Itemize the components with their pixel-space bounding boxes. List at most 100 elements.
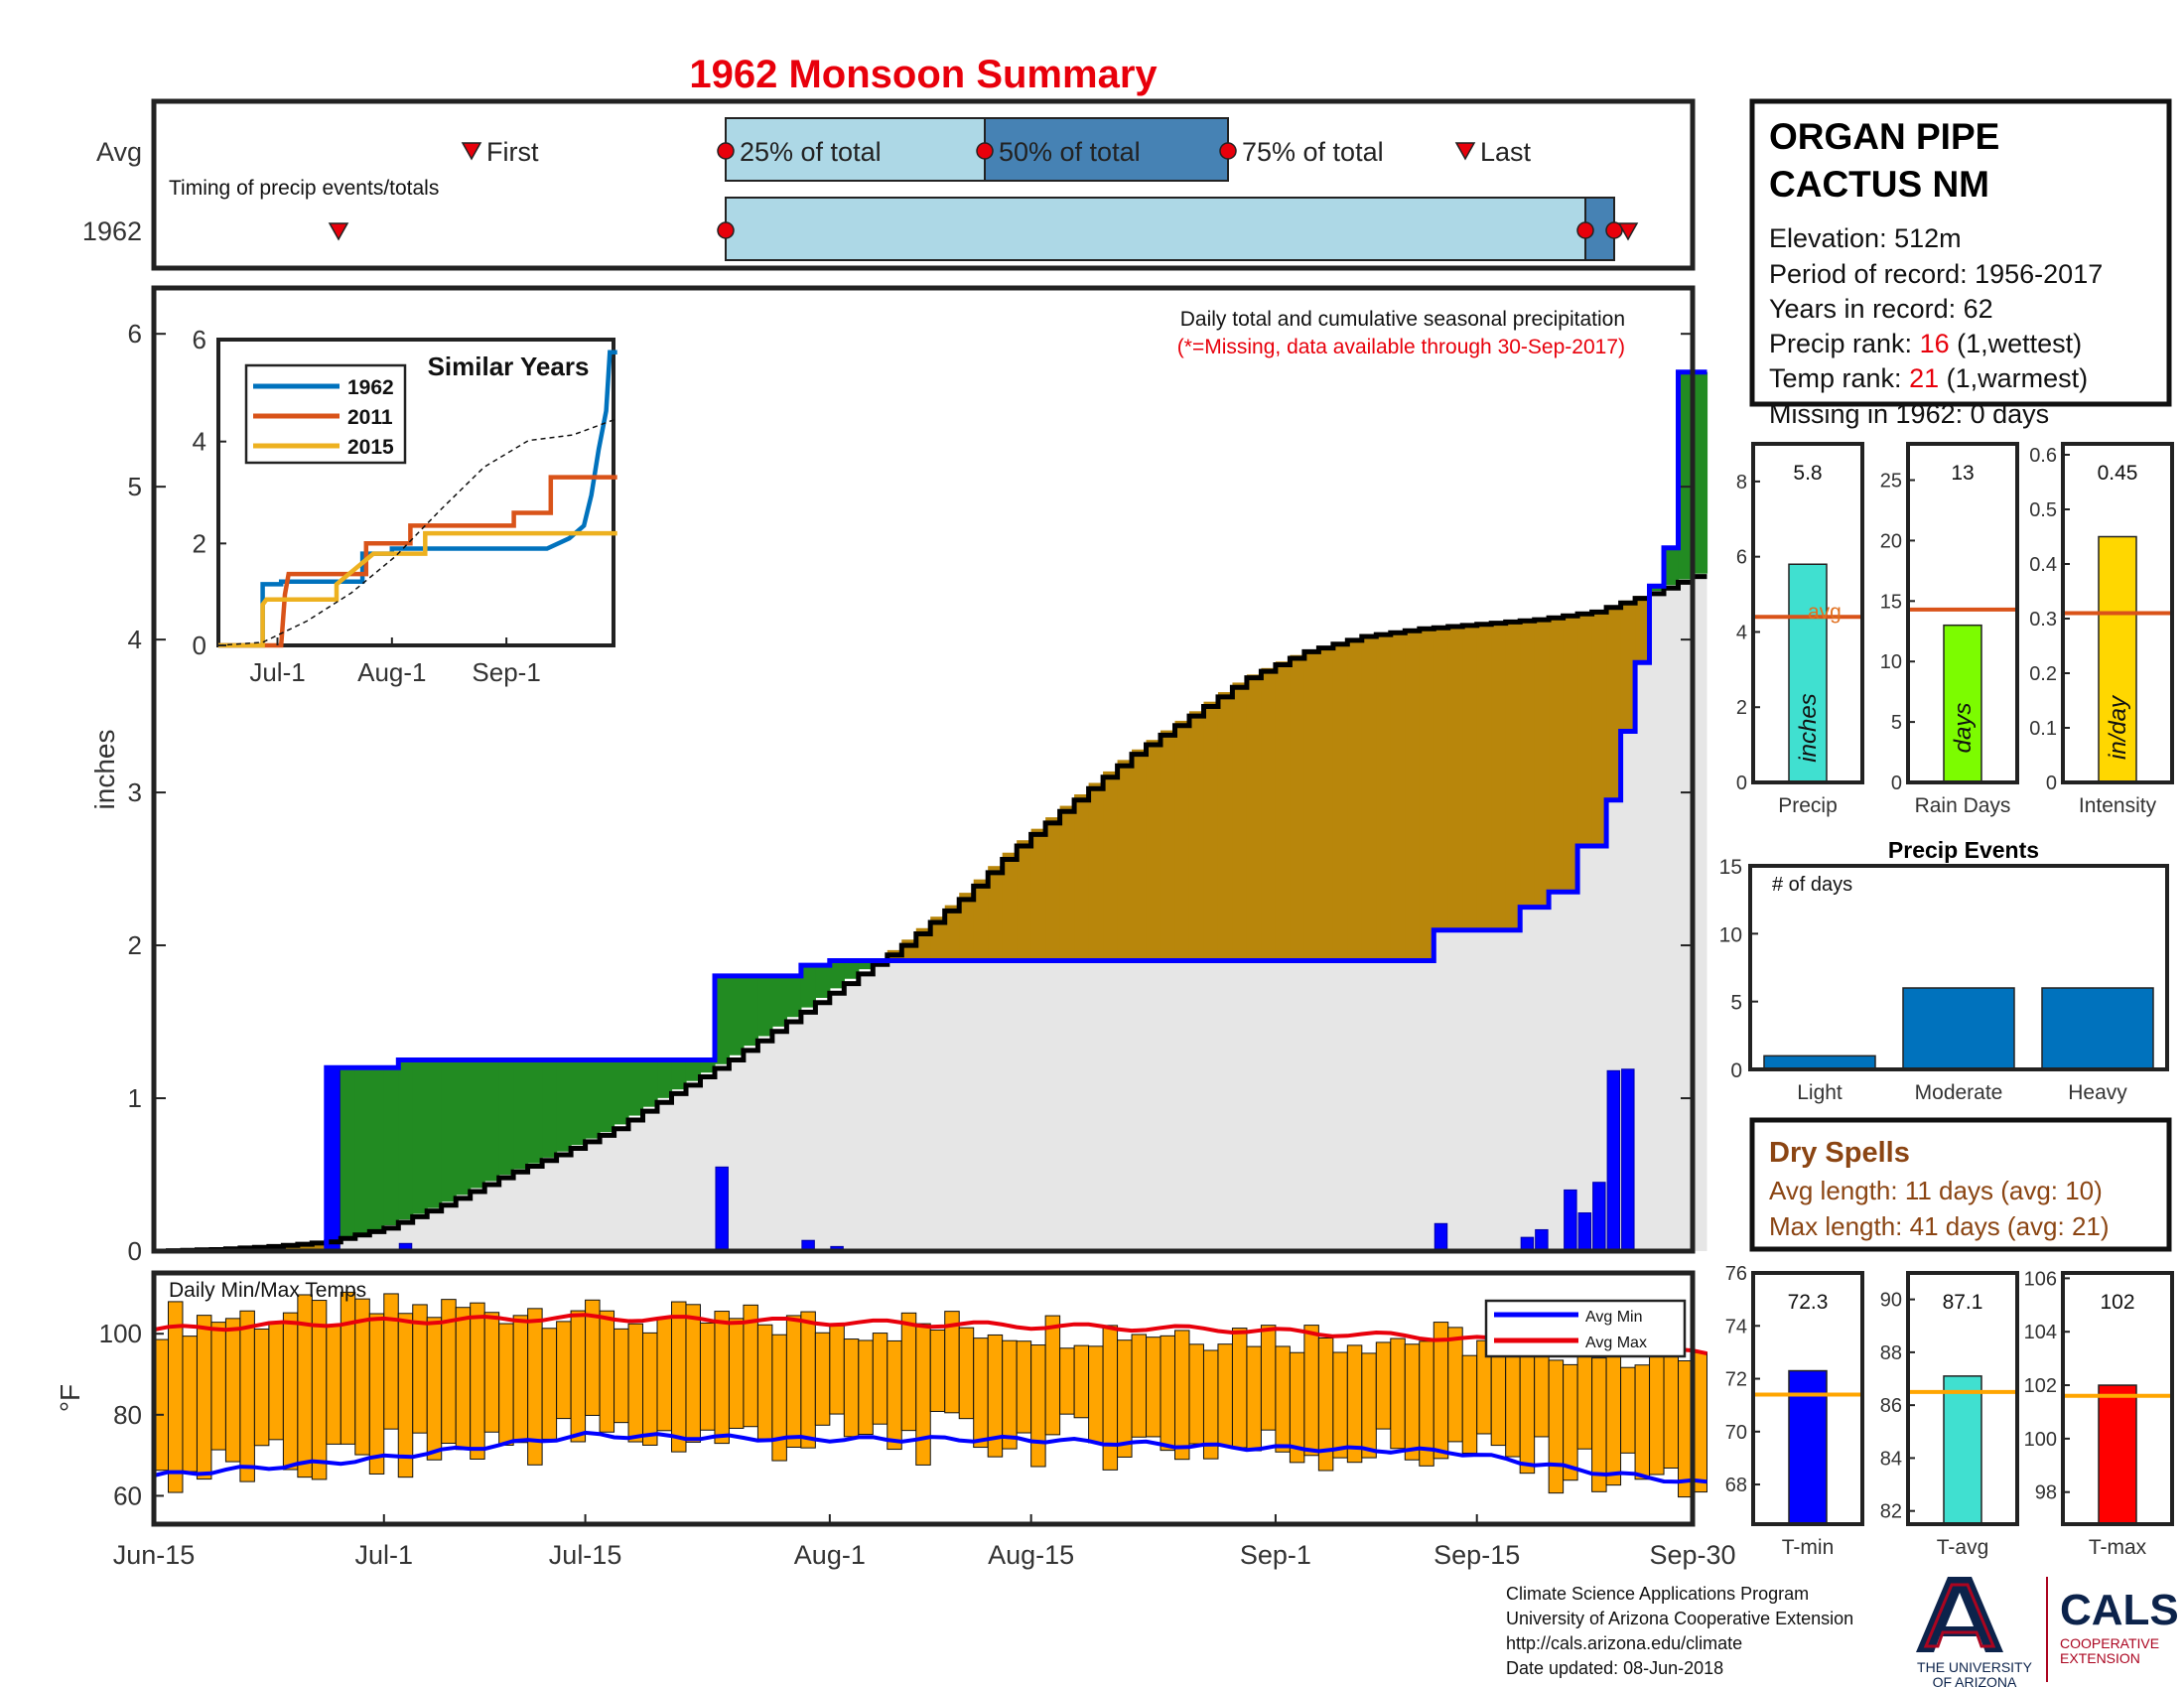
departure-bar	[858, 960, 874, 970]
daily-temp-bar	[1620, 1366, 1636, 1454]
legend-label-2015: 2015	[347, 436, 394, 459]
daily-temp-bar	[541, 1328, 558, 1440]
departure-bar	[614, 1059, 629, 1125]
rain-days-chart-frame	[1906, 442, 2019, 784]
precip-chart-y-tick-label: 8	[1736, 472, 1747, 493]
departure-areas	[182, 371, 1708, 1251]
station-elevation: Elevation: 512m	[1769, 223, 1962, 253]
departure-bar	[1203, 701, 1219, 961]
temps-title: Daily Min/Max Temps	[169, 1279, 366, 1302]
intensity-chart-y-tick-label: 0	[2046, 773, 2057, 794]
departure-bar	[1405, 630, 1421, 961]
departure-bar	[312, 1242, 328, 1251]
daily-temp-bar	[843, 1338, 860, 1438]
main-note-missing: (*=Missing, data available through 30-Se…	[1177, 336, 1625, 358]
daily-temp-bar	[1461, 1354, 1478, 1455]
daily-precip-bar	[1433, 1222, 1448, 1252]
avg-25-label: 25% of total	[740, 137, 882, 167]
departure-bar	[1318, 645, 1334, 961]
daily-temp-bar	[1576, 1346, 1593, 1450]
year-25-50-bar	[725, 197, 1586, 261]
inset-x-tick-label: Sep-1	[472, 657, 540, 687]
departure-bar	[1376, 633, 1392, 961]
tmin-chart-y-tick-label: 76	[1725, 1263, 1747, 1285]
departure-bar	[1419, 628, 1434, 961]
departure-bar	[685, 1059, 702, 1081]
rain-days-chart-y-tick-label: 5	[1891, 712, 1902, 734]
departure-bar	[1347, 637, 1363, 961]
daily-temp-bar	[656, 1317, 672, 1432]
events-x-label: Light	[1797, 1081, 1843, 1104]
avg-25-marker	[717, 142, 735, 160]
departure-bar	[1160, 730, 1176, 961]
inset-y-tick-label: 4	[193, 427, 206, 457]
daily-temp-bar	[282, 1312, 299, 1471]
inset-average-line	[217, 417, 617, 646]
avg-last-label: Last	[1480, 137, 1532, 167]
tavg-chart-y-tick-label: 88	[1880, 1342, 1902, 1364]
departure-bar	[1045, 817, 1061, 961]
daily-temp-bar	[872, 1333, 888, 1425]
events-y-tick-label: 0	[1730, 1059, 1742, 1082]
avg-first-marker	[461, 142, 482, 161]
tavg-chart-y-tick-label: 82	[1880, 1501, 1902, 1523]
daily-temp-bar	[1346, 1344, 1363, 1464]
events-title: Precip Events	[1888, 837, 2039, 863]
main-y-tick-label: 5	[128, 472, 142, 501]
daily-temp-bar	[196, 1315, 212, 1480]
departure-bar	[1059, 805, 1075, 961]
daily-temp-bar	[785, 1315, 802, 1449]
station-period: Period of record: 1956-2017	[1769, 259, 2103, 289]
main-y-tick-label: 0	[128, 1236, 142, 1266]
daily-temp-bar	[1174, 1330, 1190, 1461]
departure-bar	[714, 975, 731, 1064]
departure-bar	[1332, 641, 1348, 961]
x-tick-label: Jul-1	[355, 1540, 414, 1570]
tmin-chart-frame	[1751, 1271, 1864, 1526]
avg-25-50-bar	[725, 117, 986, 182]
dry-spells-box: Dry Spells Avg length: 11 days (avg: 10)…	[1749, 1117, 2172, 1252]
departure-bar	[427, 1059, 443, 1208]
timing-caption: Timing of precip events/totals	[169, 177, 439, 200]
departure-bar	[1447, 626, 1463, 930]
daily-temp-bar	[1447, 1327, 1463, 1443]
tmin-chart-y-tick-label: 68	[1725, 1475, 1747, 1496]
departure-bar	[988, 866, 1004, 961]
event-bar-moderate	[1902, 987, 2015, 1070]
departure-bar	[1261, 667, 1277, 961]
intensity-chart-y-tick-label: 0.2	[2029, 663, 2057, 685]
departure-bar	[1606, 605, 1622, 800]
daily-temp-bar	[1231, 1328, 1248, 1449]
daily-temp-bar	[224, 1318, 241, 1463]
daily-temp-bar	[182, 1336, 198, 1473]
precip-chart-frame	[1751, 442, 1864, 784]
daily-temp-bar	[887, 1339, 902, 1451]
tmax-chart-x-label: T-max	[2089, 1536, 2147, 1559]
tavg-chart-y-tick-label: 86	[1880, 1395, 1902, 1417]
inset-title: Similar Years	[428, 352, 590, 381]
tmax-chart-value-label: 102	[2100, 1291, 2134, 1314]
daily-temp-bar	[1044, 1315, 1061, 1436]
departure-bar	[1117, 760, 1133, 961]
temps-legend	[1484, 1299, 1687, 1358]
departure-bar	[354, 1067, 370, 1234]
intensity-chart-x-label: Intensity	[2079, 794, 2157, 817]
departure-bar	[441, 1059, 457, 1202]
departure-bar	[959, 893, 975, 961]
intensity-chart-value-label: 0.45	[2098, 462, 2138, 485]
departure-bar	[1635, 596, 1651, 663]
cals-logo-text: CALS	[2060, 1586, 2179, 1634]
departure-bar	[556, 1059, 572, 1152]
rain-days-chart-y-tick-label: 15	[1880, 591, 1902, 613]
footer: Climate Science Applications Program Uni…	[1506, 1577, 2179, 1688]
ua-logo-line-1: THE UNIVERSITY	[1917, 1659, 2033, 1675]
departure-bar	[1664, 547, 1680, 586]
departure-bar	[542, 1059, 558, 1158]
intensity-chart: 0 0.1 0.2 0.3 0.4 0.5 0.6 0.45 in/day Intensity	[2029, 442, 2174, 817]
departure-bar	[1693, 371, 1708, 574]
departure-bar	[1577, 613, 1593, 846]
year-25-marker	[717, 221, 735, 239]
daily-temp-bar	[958, 1327, 975, 1420]
departure-bar	[1246, 674, 1263, 961]
